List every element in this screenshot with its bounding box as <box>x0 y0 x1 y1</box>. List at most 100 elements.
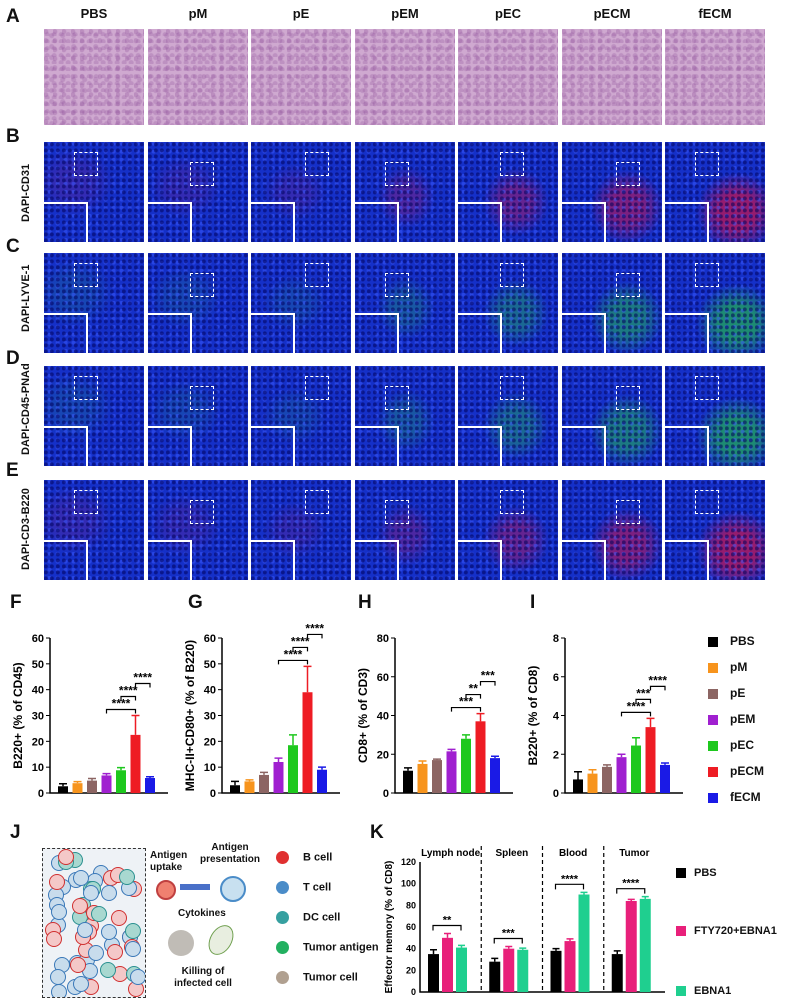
bar-ebna1 <box>578 894 590 992</box>
bar-pbs <box>428 954 439 992</box>
significance-label: ** <box>469 682 479 696</box>
bar-pe <box>87 780 97 793</box>
fluorescence-d-pe <box>251 366 351 466</box>
significance-label: *** <box>459 695 473 709</box>
significance-label: **** <box>284 647 303 661</box>
significance-bracket <box>635 698 652 704</box>
y-tick-label: 40 <box>406 944 416 954</box>
error-bar <box>59 782 67 787</box>
y-tick-label: 0 <box>210 788 216 800</box>
zoom-region-box <box>695 376 719 400</box>
bar-fty720-ebna1 <box>564 941 576 992</box>
zoom-inset <box>148 202 192 242</box>
schematic-legend-icon <box>276 911 289 924</box>
lymph-node-illustration <box>42 848 146 998</box>
y-tick-label: 8 <box>553 633 559 645</box>
fluorescence-d-pbs <box>44 366 144 466</box>
bar-pbs <box>573 779 583 793</box>
y-axis-label: CD8+ (% of CD3) <box>356 668 370 763</box>
t-cell-dot <box>76 922 93 939</box>
bar-fty720-ebna1 <box>625 901 637 992</box>
tissue-label: Blood <box>559 848 587 859</box>
significance-bracket <box>292 646 309 652</box>
b-cell-dot <box>57 849 74 866</box>
fluorescence-c-pm <box>148 253 248 353</box>
zoom-inset <box>44 202 88 242</box>
legend-label: pEM <box>730 712 756 726</box>
b-cell-dot <box>45 930 62 947</box>
y-axis-label: Effector memory (% of CD8) <box>384 861 395 994</box>
legend-label: pECM <box>730 764 764 778</box>
antigen-uptake-label: Antigen uptake <box>150 850 188 873</box>
b-cell-dot <box>111 910 128 927</box>
bar-pec <box>461 738 471 793</box>
significance-label: **** <box>133 671 152 685</box>
fluorescence-b-fecm <box>665 142 765 242</box>
fluorescence-d-pem <box>355 366 455 466</box>
bar-pec <box>116 770 126 793</box>
y-tick-label: 20 <box>204 736 216 748</box>
bar-pecm <box>645 727 656 793</box>
cytokines-label: Cytokines <box>178 908 226 919</box>
error-bar <box>146 775 154 779</box>
k-legend-item: PBS <box>676 867 717 879</box>
zoom-region-box <box>616 162 640 186</box>
bar-ebna1 <box>639 898 651 992</box>
schematic-legend-icon <box>276 851 289 864</box>
zoom-inset <box>355 202 399 242</box>
error-bar <box>574 770 582 780</box>
y-tick-label: 40 <box>32 685 44 697</box>
error-bar <box>627 898 635 901</box>
zoom-inset <box>44 426 88 466</box>
fluorescence-b-pem <box>355 142 455 242</box>
schematic-legend-item: B cell <box>276 851 332 864</box>
zoom-inset <box>251 426 295 466</box>
y-tick-label: 60 <box>377 672 389 684</box>
bar-fty720-ebna1 <box>442 937 453 992</box>
b-cell-dot <box>106 943 123 960</box>
fluorescence-d-pec <box>458 366 558 466</box>
zoom-inset <box>44 540 88 580</box>
zoom-inset <box>251 313 295 353</box>
b-cell-dot <box>69 956 86 973</box>
schematic-legend-item: Tumor cell <box>276 971 358 984</box>
legend-item-pec: pEC <box>708 738 754 752</box>
bar-ebna1 <box>517 949 529 992</box>
bar-pbs <box>611 954 623 992</box>
zoom-inset <box>44 313 88 353</box>
zoom-inset <box>458 313 502 353</box>
y-tick-label: 50 <box>32 659 44 671</box>
error-bar <box>613 950 621 955</box>
panel-label-f: F <box>10 592 22 613</box>
legend-swatch <box>708 792 718 803</box>
t-cell-dot <box>124 941 141 958</box>
zoom-inset <box>148 313 192 353</box>
zoom-region-box <box>305 490 329 514</box>
he-image-pbs <box>44 29 144 125</box>
bar-pec <box>631 745 641 793</box>
y-tick-label: 40 <box>377 711 389 723</box>
bar-pbs <box>489 961 501 992</box>
zoom-region-box <box>305 152 329 176</box>
row-label-c: DAPI-LYVE-1 <box>20 264 32 332</box>
fluorescence-c-pec <box>458 253 558 353</box>
t-cell-dot <box>51 983 68 997</box>
he-image-pec <box>458 29 558 125</box>
error-bar <box>491 957 499 962</box>
zoom-region-box <box>500 490 524 514</box>
killing-t-cell-icon <box>203 920 239 960</box>
y-tick-label: 0 <box>411 987 416 997</box>
row-label-d: DAPI-CD45-PNAd <box>20 363 32 455</box>
bar-pec <box>288 745 298 793</box>
zoom-inset <box>562 313 606 353</box>
fluorescence-c-pe <box>251 253 351 353</box>
panel-label-d: D <box>6 348 20 369</box>
receptor-icon <box>180 884 210 890</box>
legend-label: pE <box>730 686 746 700</box>
significance-label: **** <box>305 621 324 635</box>
bar-pem <box>273 762 284 793</box>
k-legend-item: FTY720+EBNA1 <box>676 925 777 937</box>
fluorescence-c-pem <box>355 253 455 353</box>
dc-cell-dot <box>118 868 135 885</box>
